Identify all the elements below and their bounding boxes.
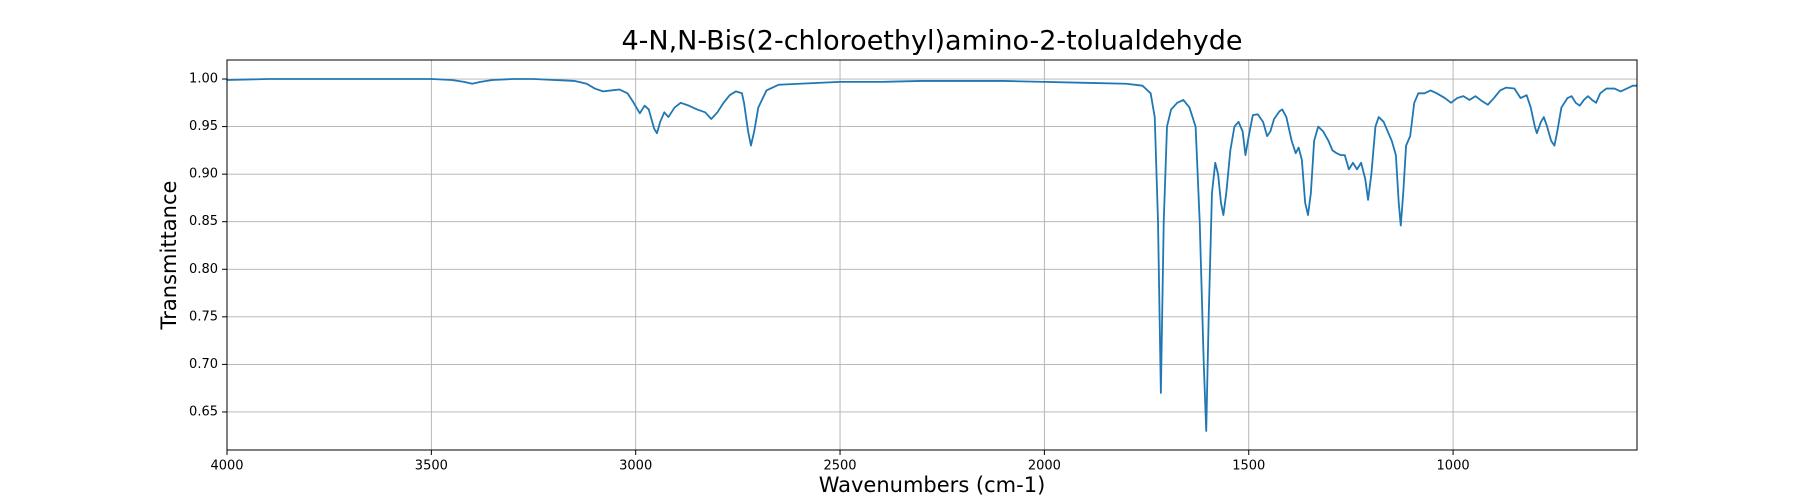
- x-tick-label: 2500: [823, 459, 856, 474]
- y-tick-label: 0.85: [189, 214, 218, 229]
- x-tick-label: 1000: [1437, 459, 1470, 474]
- x-tick-label: 1500: [1232, 459, 1265, 474]
- spectrum-line: [226, 78, 1637, 432]
- y-tick-label: 1.00: [189, 72, 218, 87]
- y-tick-label: 0.70: [189, 357, 218, 372]
- x-tick-label: 4000: [210, 459, 243, 474]
- y-tick-label: 0.95: [189, 119, 218, 134]
- plot-frame: [226, 59, 1638, 451]
- y-tick-label: 0.80: [189, 262, 218, 277]
- y-axis-label: Transmittance: [157, 181, 181, 331]
- y-tick-label: 0.65: [189, 404, 218, 419]
- x-tick-label: 3500: [415, 459, 448, 474]
- x-axis-label: Wavenumbers (cm-1): [819, 473, 1046, 497]
- y-tick-label: 0.90: [189, 167, 218, 182]
- x-tick-label: 3000: [619, 459, 652, 474]
- x-tick-label: 2000: [1028, 459, 1061, 474]
- chart-title: 4-N,N-Bis(2-chloroethyl)amino-2-tolualde…: [621, 26, 1242, 57]
- y-tick-label: 0.75: [189, 309, 218, 324]
